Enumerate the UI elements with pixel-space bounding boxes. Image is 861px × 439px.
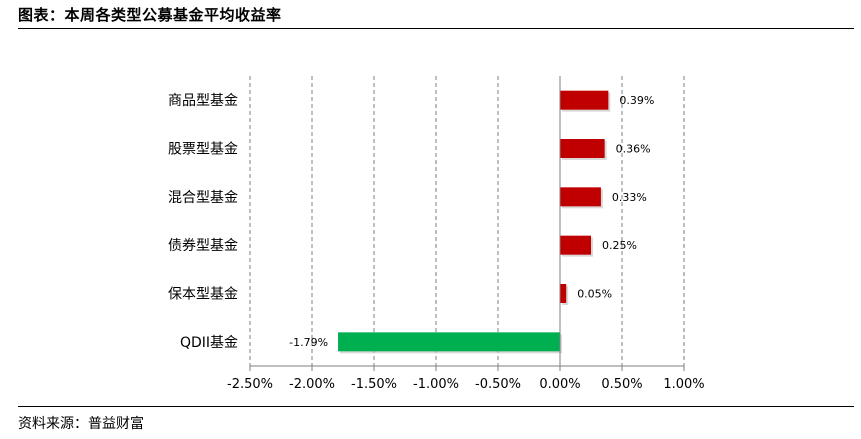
data-label: 0.05% bbox=[577, 288, 612, 301]
category-label: 商品型基金 bbox=[168, 92, 238, 109]
bar-5 bbox=[338, 332, 560, 352]
labels: 商品型基金 0.39% 股票型基金 0.36% 混合型基金 0.33% 债券型基金 0.25%… bbox=[168, 92, 654, 351]
x-tick-label: -2.50% bbox=[227, 377, 273, 392]
source-note: 资料来源：普益财富 bbox=[18, 416, 144, 432]
footer-rule bbox=[18, 406, 854, 407]
axes: -2.50% -2.00% -1.50% -1.00% -0.50% 0.00% 0.50%… bbox=[227, 76, 705, 392]
x-tick-label: 0.00% bbox=[539, 377, 580, 392]
data-label: 0.39% bbox=[619, 94, 654, 107]
x-tick-label: -0.50% bbox=[475, 377, 521, 392]
category-label: 股票型基金 bbox=[168, 141, 238, 158]
x-tick-label: -1.00% bbox=[413, 377, 459, 392]
chart-title: 图表：本周各类型公募基金平均收益率 bbox=[18, 6, 282, 24]
data-label: 0.36% bbox=[616, 143, 651, 156]
x-tick-label: 0.50% bbox=[601, 377, 642, 392]
data-label: 0.33% bbox=[612, 191, 647, 204]
category-label: 债券型基金 bbox=[168, 237, 238, 254]
data-label: 0.25% bbox=[602, 239, 637, 252]
bar-1 bbox=[560, 139, 605, 158]
bar-2 bbox=[560, 187, 601, 207]
x-tick-label: -2.00% bbox=[289, 377, 335, 392]
x-tick-label: 1.00% bbox=[663, 377, 704, 392]
bar-4 bbox=[560, 284, 567, 303]
gridlines bbox=[249, 76, 685, 366]
bar-3 bbox=[560, 235, 591, 255]
data-label: -1.79% bbox=[289, 336, 328, 349]
category-label: 保本型基金 bbox=[168, 286, 238, 303]
category-label: QDII基金 bbox=[180, 334, 238, 351]
category-label: 混合型基金 bbox=[168, 189, 238, 206]
bar-0 bbox=[560, 90, 609, 110]
title-rule bbox=[18, 28, 854, 29]
x-tick-label: -1.50% bbox=[351, 377, 397, 392]
bars bbox=[338, 90, 611, 354]
